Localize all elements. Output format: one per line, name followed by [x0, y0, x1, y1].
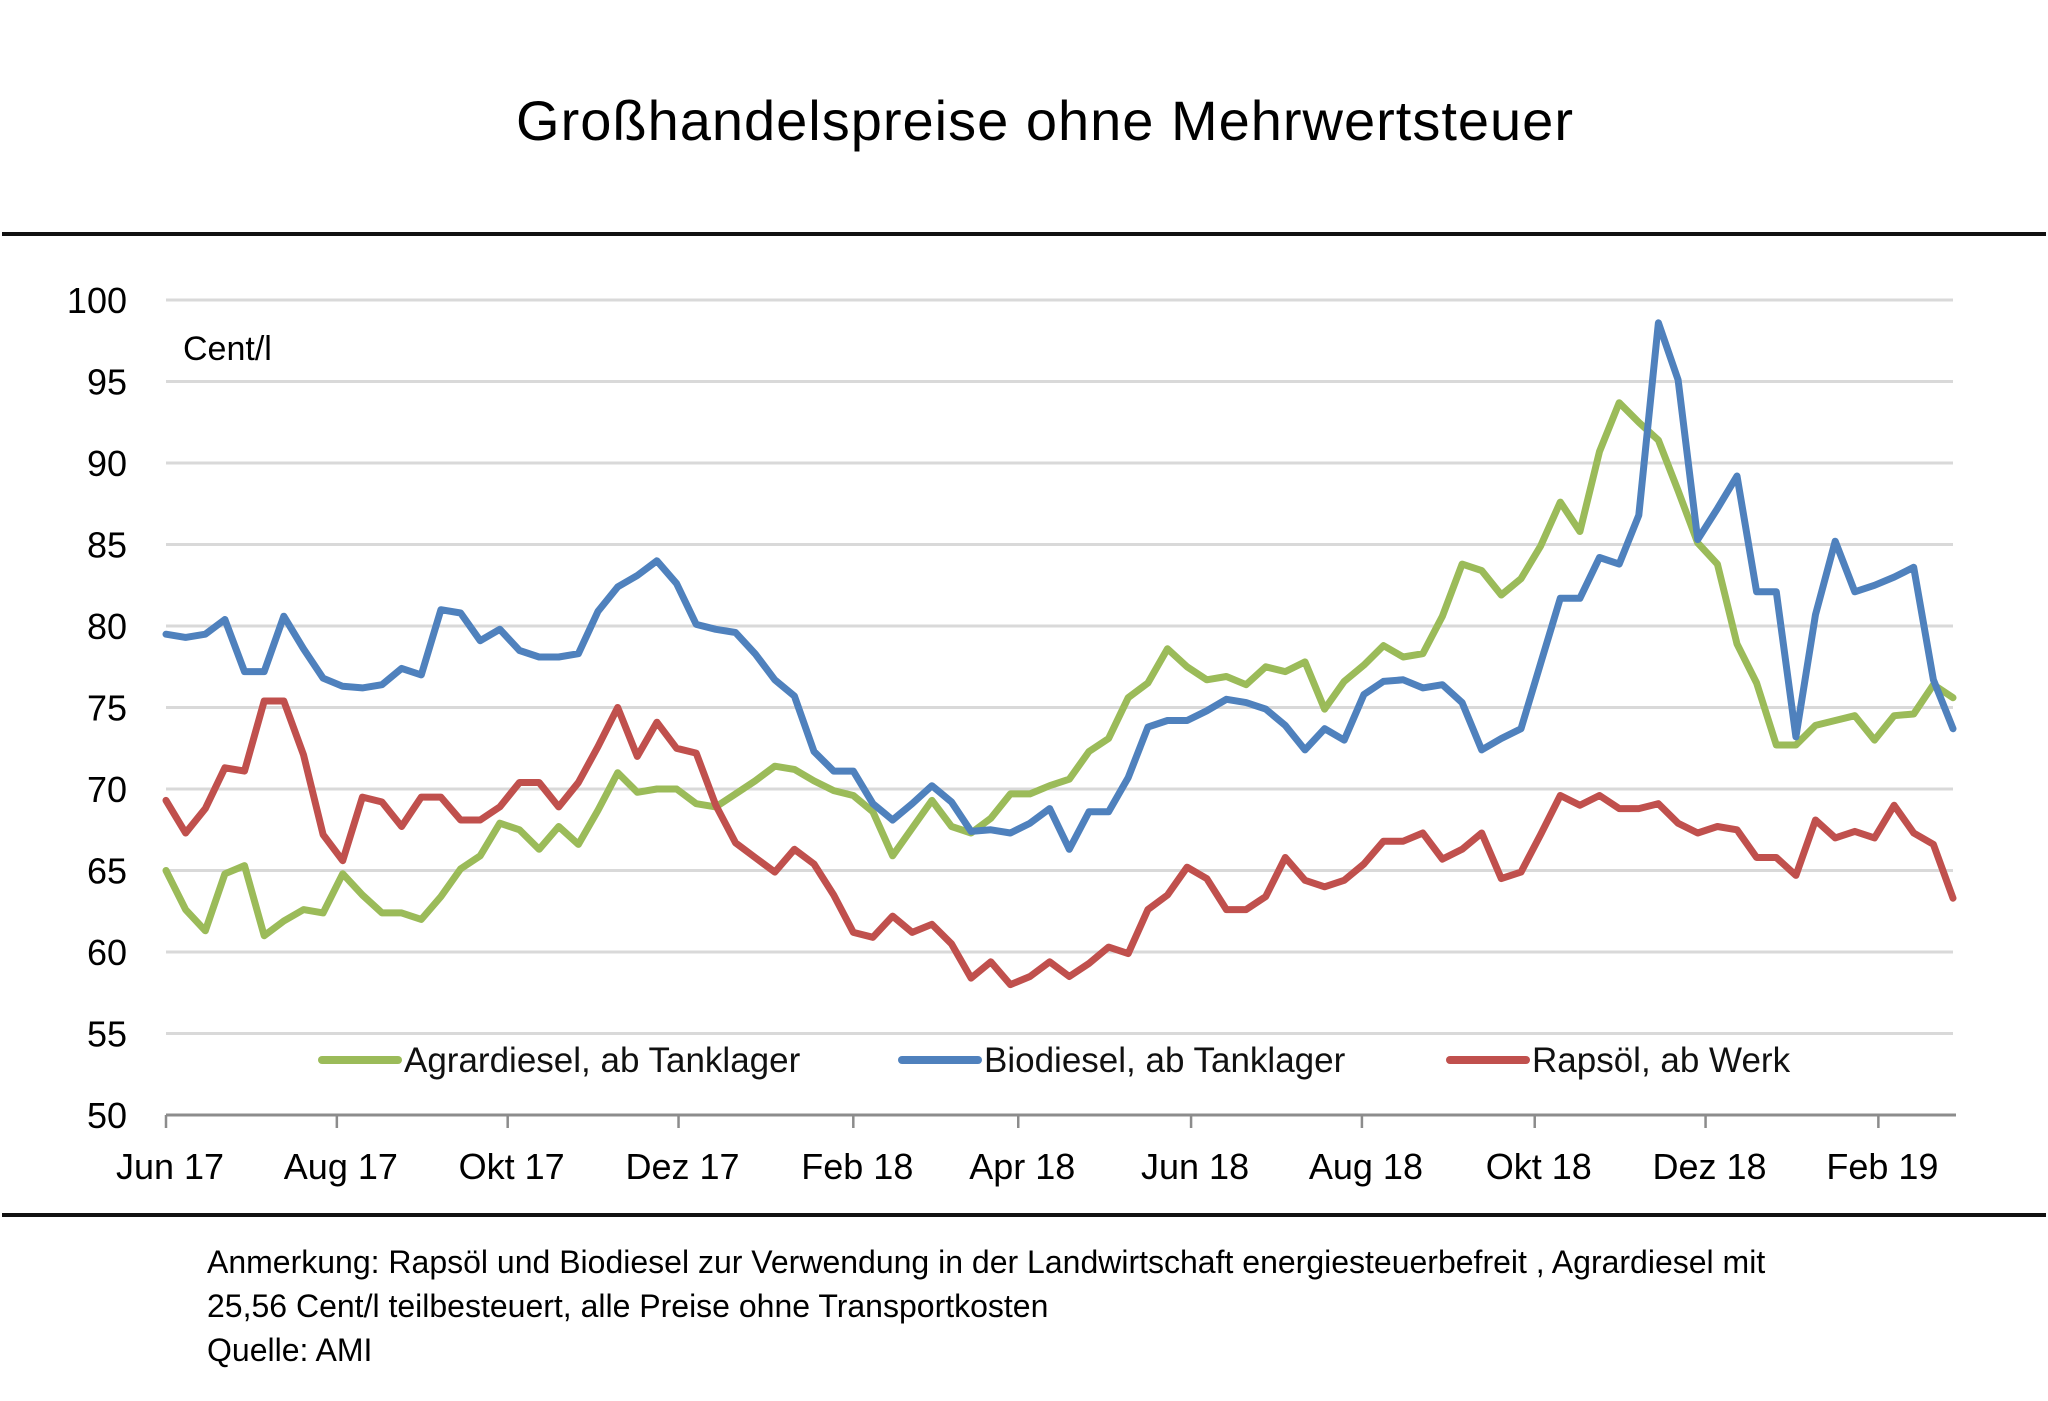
- y-tick-label: 55: [87, 1014, 127, 1055]
- x-tick-label: Feb 18: [801, 1146, 913, 1187]
- y-tick-label: 65: [87, 851, 127, 892]
- x-tick-label: Apr 18: [969, 1146, 1075, 1187]
- y-tick-label: 50: [87, 1095, 127, 1136]
- y-axis-ticks: 50 55 60 65 70 75 80 85 90 95 100: [67, 280, 127, 1136]
- series-points-agrardiesel: [165, 402, 1954, 936]
- x-tick-label: Okt 18: [1486, 1146, 1592, 1187]
- x-axis: Jun 17 Aug 17 Okt 17 Dez 17 Feb 18 Apr 18 Jun …: [116, 1113, 1956, 1187]
- x-tick-label: Aug 18: [1309, 1146, 1423, 1187]
- y-tick-label: 90: [87, 443, 127, 484]
- series-line-agrardiesel: [162, 399, 1957, 940]
- unit-label: Cent/l: [183, 330, 272, 368]
- y-tick-label: 95: [87, 362, 127, 403]
- bottom-divider: [2, 1213, 2046, 1217]
- footer-notes: Anmerkung: Rapsöl und Biodiesel zur Verw…: [207, 1240, 1765, 1372]
- series-points-raps-l: [165, 700, 1954, 985]
- legend-label-raps-l: Rapsöl, ab Werk: [1532, 1041, 1791, 1080]
- series-line-biodiesel: [162, 319, 1957, 853]
- footer-note-line-1: Anmerkung: Rapsöl und Biodiesel zur Verw…: [207, 1244, 1766, 1280]
- y-tick-label: 100: [67, 280, 127, 321]
- y-tick-label: 70: [87, 769, 127, 810]
- legend-label-agrardiesel: Agrardiesel, ab Tanklager: [404, 1041, 801, 1080]
- legend-label-biodiesel: Biodiesel, ab Tanklager: [984, 1041, 1346, 1080]
- x-tick-label: Feb 19: [1826, 1146, 1938, 1187]
- y-tick-label: 60: [87, 932, 127, 973]
- x-tick-label: Dez 17: [625, 1146, 739, 1187]
- chart-title: Großhandelspreise ohne Mehrwertsteuer: [516, 89, 1574, 152]
- x-tick-label: Okt 17: [459, 1146, 565, 1187]
- series-points-biodiesel: [165, 322, 1954, 850]
- y-tick-label: 85: [87, 525, 127, 566]
- y-tick-label: 80: [87, 606, 127, 647]
- series-lines: [162, 319, 1957, 989]
- footer-note-line-2: 25,56 Cent/l teilbesteuert, alle Preise …: [207, 1288, 1049, 1324]
- series-line-raps-l: [162, 697, 1957, 989]
- y-tick-label: 75: [87, 688, 127, 729]
- x-tick-label: Jun 17: [116, 1146, 224, 1187]
- x-tick-label: Aug 17: [284, 1146, 398, 1187]
- footer-source: Quelle: AMI: [207, 1332, 373, 1368]
- x-tick-label: Dez 18: [1653, 1146, 1767, 1187]
- top-divider: [2, 232, 2046, 236]
- x-tick-label: Jun 18: [1141, 1146, 1249, 1187]
- legend: Agrardiesel, ab Tanklager Biodiesel, ab T…: [318, 1041, 1791, 1080]
